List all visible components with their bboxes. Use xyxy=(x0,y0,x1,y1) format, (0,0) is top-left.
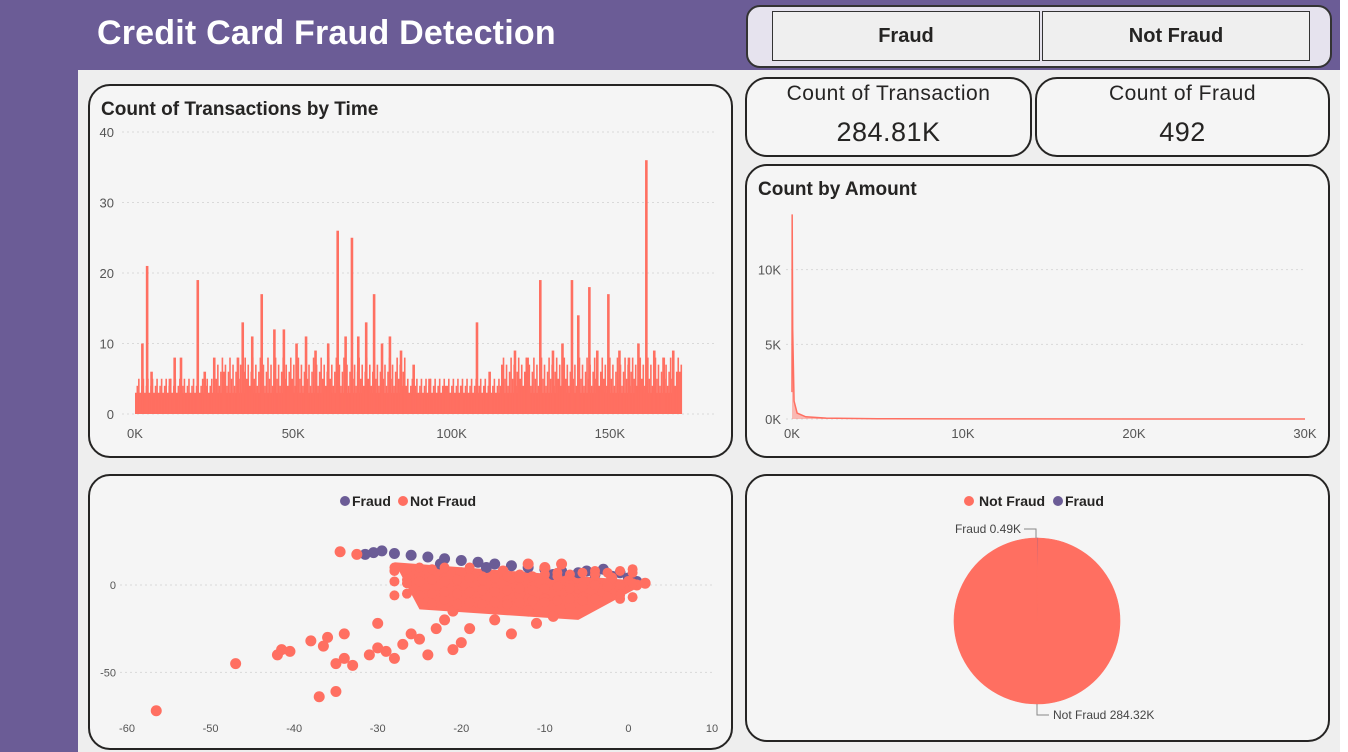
pie-chart-card xyxy=(745,474,1330,742)
slicer-option-fraud[interactable]: Fraud xyxy=(772,11,1040,61)
time-chart-card: Count of Transactions by Time xyxy=(88,84,733,458)
kpi-label: Count of Fraud xyxy=(1108,82,1257,105)
kpi-label: Count of Transaction xyxy=(786,82,991,105)
page-title: Credit Card Fraud Detection xyxy=(97,14,556,52)
kpi-card-fraud: Count of Fraud 492 xyxy=(1035,77,1330,157)
kpi-value: 284.81K xyxy=(836,117,941,147)
kpi-value: 492 xyxy=(1159,117,1206,147)
chart-title: Count of Transactions by Time xyxy=(101,99,379,120)
slicer-option-not-fraud[interactable]: Not Fraud xyxy=(1042,11,1310,61)
scatter-chart-card xyxy=(88,474,733,750)
kpi-card-transactions: Count of Transaction 284.81K xyxy=(745,77,1032,157)
chart-title: Count by Amount xyxy=(758,179,917,200)
left-sidebar xyxy=(0,0,78,752)
right-edge xyxy=(1340,0,1348,752)
fraud-slicer: Fraud Not Fraud xyxy=(746,5,1332,68)
amount-chart-card: Count by Amount xyxy=(745,164,1330,458)
